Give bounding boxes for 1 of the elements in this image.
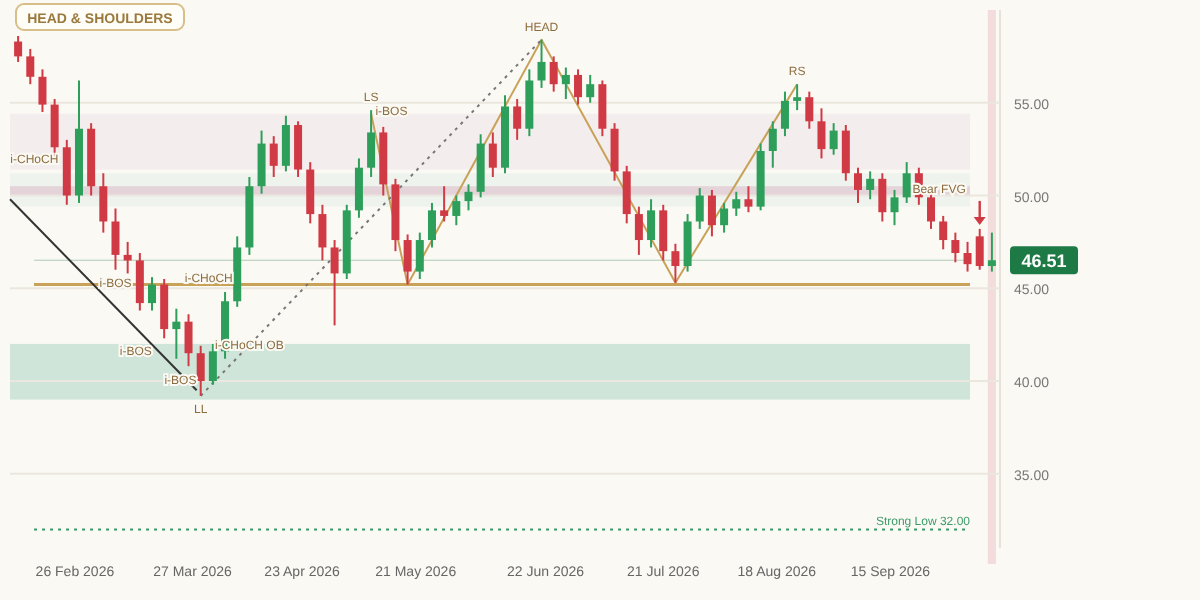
ref-line-label: 46.51 xyxy=(1021,251,1067,272)
